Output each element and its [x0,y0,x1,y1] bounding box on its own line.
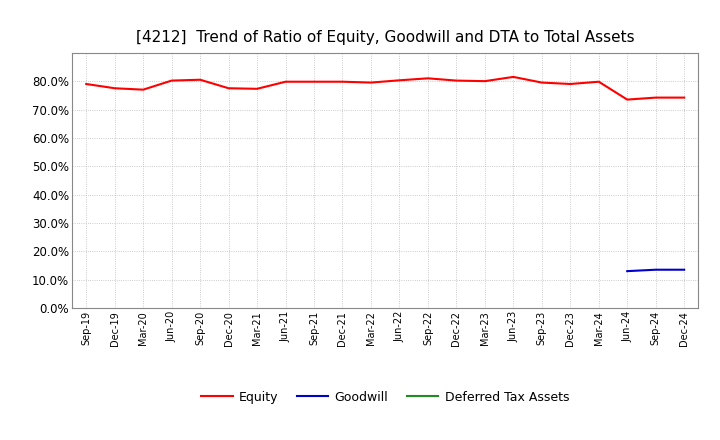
Equity [537,80,546,85]
Equity [452,78,461,83]
Equity [680,95,688,100]
Equity [423,76,432,81]
Equity [338,79,347,84]
Goodwill [680,267,688,272]
Equity [282,79,290,84]
Equity [623,97,631,102]
Goodwill [623,268,631,274]
Equity [310,79,318,84]
Equity [139,87,148,92]
Goodwill [652,267,660,272]
Equity [82,81,91,87]
Equity [253,86,261,92]
Equity [110,86,119,91]
Equity [509,74,518,80]
Title: [4212]  Trend of Ratio of Equity, Goodwill and DTA to Total Assets: [4212] Trend of Ratio of Equity, Goodwil… [136,29,634,45]
Line: Goodwill: Goodwill [627,270,684,271]
Legend: Equity, Goodwill, Deferred Tax Assets: Equity, Goodwill, Deferred Tax Assets [197,386,574,409]
Equity [196,77,204,82]
Equity [595,79,603,84]
Equity [566,81,575,87]
Equity [395,78,404,83]
Equity [167,78,176,83]
Equity [480,78,489,84]
Equity [366,80,375,85]
Equity [652,95,660,100]
Line: Equity: Equity [86,77,684,99]
Equity [225,86,233,91]
